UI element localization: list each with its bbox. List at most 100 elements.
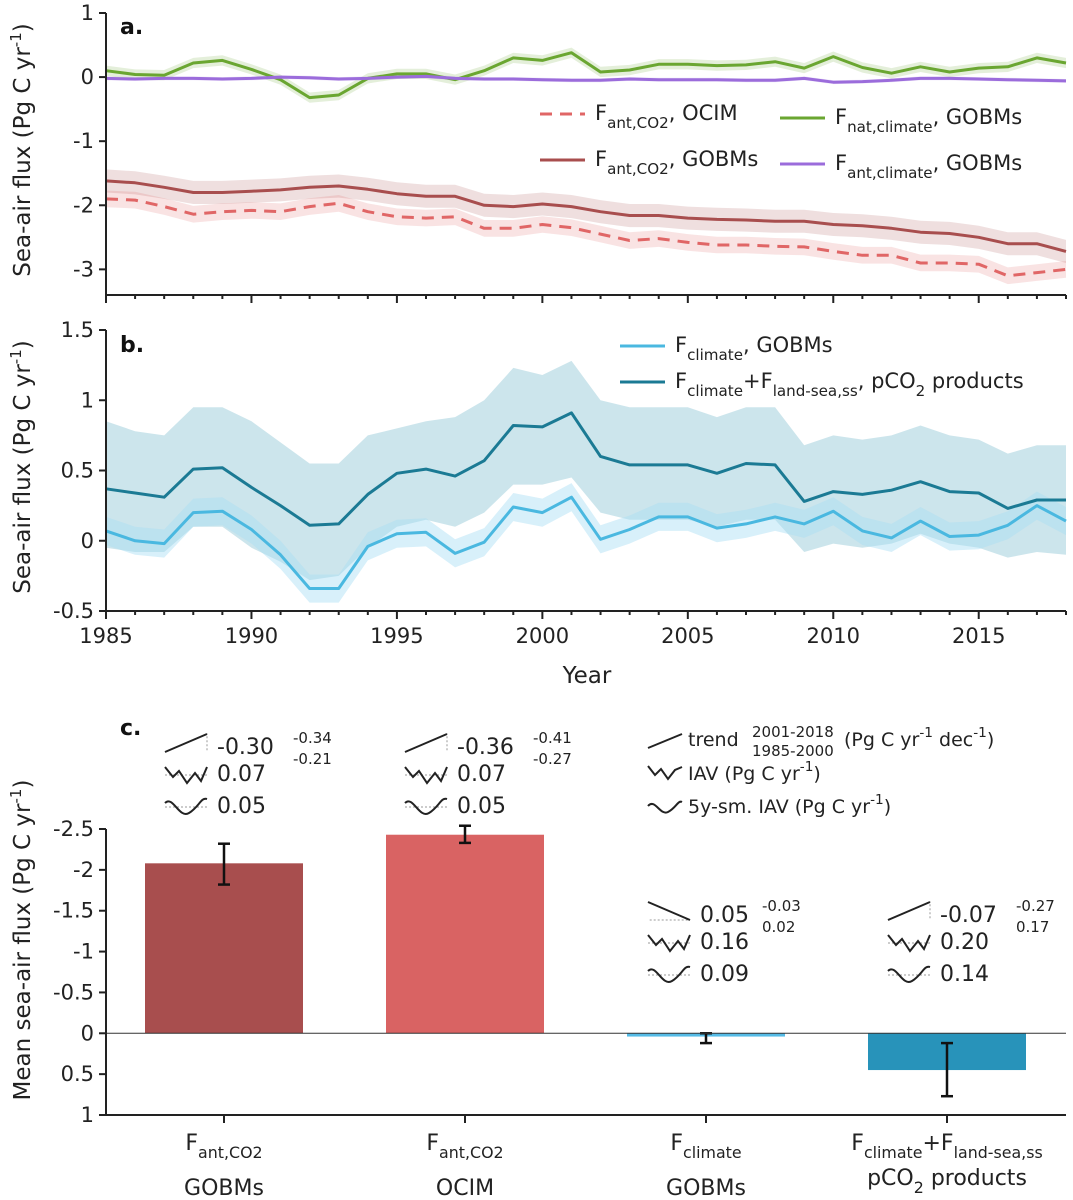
- y-tick-label: -1: [73, 940, 94, 964]
- series-line-2: [105, 179, 1067, 253]
- iav-icon-1: [404, 766, 448, 785]
- sm-value-1: 0.05: [457, 794, 506, 819]
- bar-label-line2-1: OCIM: [436, 1176, 494, 1200]
- panel-c-ylabel: Mean sea-air flux (Pg C yr-1): [7, 780, 36, 1101]
- series-band-2: [106, 169, 1066, 263]
- panel-a: a. 1 0 -1 -2 -3 Fant,CO2, OCIM Fnat,climate, …: [7, 1, 1067, 303]
- bar-label-line2-2: GOBMs: [666, 1176, 746, 1200]
- sm-value-0: 0.05: [217, 794, 266, 819]
- y-tick-label: 0: [81, 1021, 94, 1045]
- trend-icon-3: [887, 901, 931, 921]
- y-tick-label: -0.5: [53, 599, 94, 623]
- series-line-0: [105, 51, 1067, 100]
- y-tick-label: -1.5: [53, 899, 94, 923]
- panel-a-legend: Fant,CO2, OCIM Fnat,climate, GOBMs Fant,CO…: [540, 101, 1022, 182]
- series-line-1: [105, 74, 1067, 84]
- panel-b-legend: Fclimate, GOBMs Fclimate+Fland-sea,ss, pC…: [620, 333, 1024, 400]
- trend-value-0: -0.30: [217, 735, 274, 760]
- bar-label-line2-3: pCO2 products: [867, 1166, 1027, 1197]
- legend-label-3: Fant,climate, GOBMs: [835, 151, 1022, 182]
- panel-a-ylabel: Sea-air flux (Pg C yr-1): [7, 23, 36, 277]
- iav-icon-0: [164, 766, 208, 785]
- y-tick-label: -2: [73, 193, 94, 217]
- x-tick-label: 2010: [807, 624, 860, 648]
- trend-ci-low-3: 0.17: [1016, 918, 1049, 936]
- trend-icon-2: [647, 901, 691, 921]
- key-trend-icon: [647, 733, 683, 749]
- iav-value-2: 0.16: [700, 930, 749, 955]
- sm-icon-1: [404, 797, 448, 815]
- x-tick-label: 1990: [225, 624, 278, 648]
- series-band-3: [106, 190, 1066, 285]
- sm-value-3: 0.14: [940, 962, 989, 987]
- iav-icon-2: [647, 934, 691, 953]
- panel-a-label: a.: [120, 15, 143, 40]
- panel-c-label: c.: [120, 716, 141, 741]
- series-band-0: [106, 360, 1066, 581]
- y-tick-label: -3: [73, 257, 94, 281]
- series-band-0: [106, 47, 1066, 103]
- y-tick-label: 0: [81, 65, 94, 89]
- sm-icon-0: [164, 797, 208, 815]
- bar-label-2: Fclimate: [670, 1131, 741, 1162]
- bar-1: [386, 834, 544, 1034]
- trend-ci-low-1: -0.27: [533, 750, 572, 768]
- iav-value-1: 0.07: [457, 762, 506, 787]
- trend-ci-high-1: -0.41: [533, 729, 572, 747]
- panel-c: c. -2.5 -2 -1.5 -1 -0.5 0 0.5 1 -0.30 -0.34 -0.21…: [7, 716, 1066, 1200]
- series-line-0: [105, 411, 1066, 527]
- y-tick-label: -1: [73, 129, 94, 153]
- y-tick-label: 1: [81, 388, 94, 412]
- trend-ci-high-0: -0.34: [293, 729, 332, 747]
- legend-label-2: Fant,CO2, GOBMs: [595, 147, 758, 178]
- x-tick-label: 1985: [79, 624, 132, 648]
- y-tick-label: 1.5: [61, 318, 94, 342]
- panel-b-ylabel: Sea-air flux (Pg C yr-1): [7, 340, 36, 594]
- legend-label-0: Fant,CO2, OCIM: [595, 101, 738, 132]
- bar-0: [145, 863, 303, 1034]
- series-line-1: [105, 495, 1067, 590]
- trend-value-1: -0.36: [457, 735, 514, 760]
- trend-value-3: -0.07: [940, 903, 997, 928]
- x-tick-label: 2015: [952, 624, 1005, 648]
- bar-label-line2-0: GOBMs: [184, 1176, 264, 1200]
- y-tick-label: 0: [81, 529, 94, 553]
- bar-label-0: Fant,CO2: [185, 1131, 262, 1162]
- panel-b-label: b.: [120, 333, 144, 358]
- y-tick-label: 1: [81, 1, 94, 25]
- key-iav-label: IAV (Pg C yr-1): [688, 759, 821, 785]
- trend-ci-low-2: 0.02: [762, 918, 795, 936]
- key-trend-label: trend: [688, 729, 739, 751]
- trend-ci-high-2: -0.03: [762, 897, 801, 915]
- legend-label-1: Fclimate+Fland-sea,ss, pCO2 products: [675, 369, 1024, 400]
- series-line-3: [105, 197, 1067, 278]
- trend-value-2: 0.05: [700, 903, 749, 928]
- iav-value-0: 0.07: [217, 762, 266, 787]
- trend-ci-high-3: -0.27: [1016, 897, 1055, 915]
- iav-value-3: 0.20: [940, 930, 989, 955]
- y-tick-label: -2: [73, 858, 94, 882]
- trend-icon-0: [164, 733, 208, 753]
- trend-icon-1: [404, 733, 448, 753]
- bar-label-3: Fclimate+Fland-sea,ss: [851, 1131, 1042, 1162]
- panel-b-xlabel: Year: [562, 663, 612, 689]
- key-trend-high: 2001-2018: [752, 723, 834, 741]
- x-tick-label: 1995: [370, 624, 423, 648]
- key-trend-unit: (Pg C yr-1 dec-1): [844, 725, 994, 751]
- sm-icon-2: [647, 965, 691, 983]
- trend-ci-low-0: -0.21: [293, 750, 332, 768]
- y-tick-label: -0.5: [53, 980, 94, 1004]
- key-trend-low: 1985-2000: [752, 742, 834, 760]
- y-tick-label: 1: [81, 1103, 94, 1127]
- sm-value-2: 0.09: [700, 962, 749, 987]
- legend-label-1: Fnat,climate, GOBMs: [835, 105, 1022, 136]
- x-tick-label: 2005: [661, 624, 714, 648]
- legend-label-0: Fclimate, GOBMs: [675, 333, 833, 364]
- key-sm-label: 5y-sm. IAV (Pg C yr-1): [688, 792, 891, 818]
- y-tick-label: 0.5: [61, 1062, 94, 1086]
- iav-icon-3: [887, 934, 931, 953]
- bar-label-1: Fant,CO2: [426, 1131, 503, 1162]
